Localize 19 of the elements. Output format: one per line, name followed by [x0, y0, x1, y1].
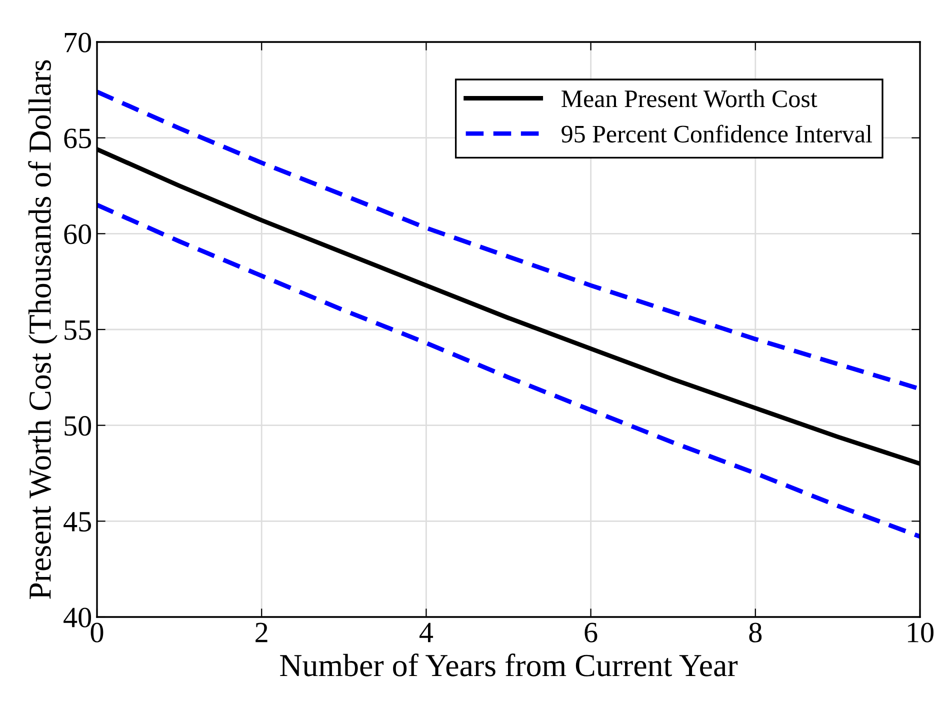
- y-tick-label: 45: [64, 512, 91, 532]
- y-tick-label: 55: [64, 320, 91, 340]
- legend-label: 95 Percent Confidence Interval: [562, 124, 872, 143]
- x-tick-label: 0: [90, 622, 104, 642]
- y-tick-label: 60: [64, 224, 92, 244]
- x-tick-label: 4: [419, 622, 434, 642]
- y-tick-label: 70: [64, 32, 92, 52]
- x-tick-label: 6: [584, 622, 598, 642]
- x-tick-label: 2: [256, 622, 268, 642]
- legend-label: Mean Present Worth Cost: [562, 90, 818, 108]
- y-tick-label: 65: [64, 128, 91, 148]
- line-series: [97, 90, 920, 392]
- x-tick-label: 10: [908, 622, 934, 642]
- y-tick-label: 40: [64, 608, 92, 628]
- y-tick-label: 50: [64, 416, 92, 436]
- line-series: [97, 202, 920, 539]
- y-axis-title: Present Worth Cost (Thousands of Dollars: [28, 60, 58, 599]
- x-axis-title: Number of Years from Current Year: [280, 654, 738, 676]
- x-tick-label: 8: [749, 622, 762, 642]
